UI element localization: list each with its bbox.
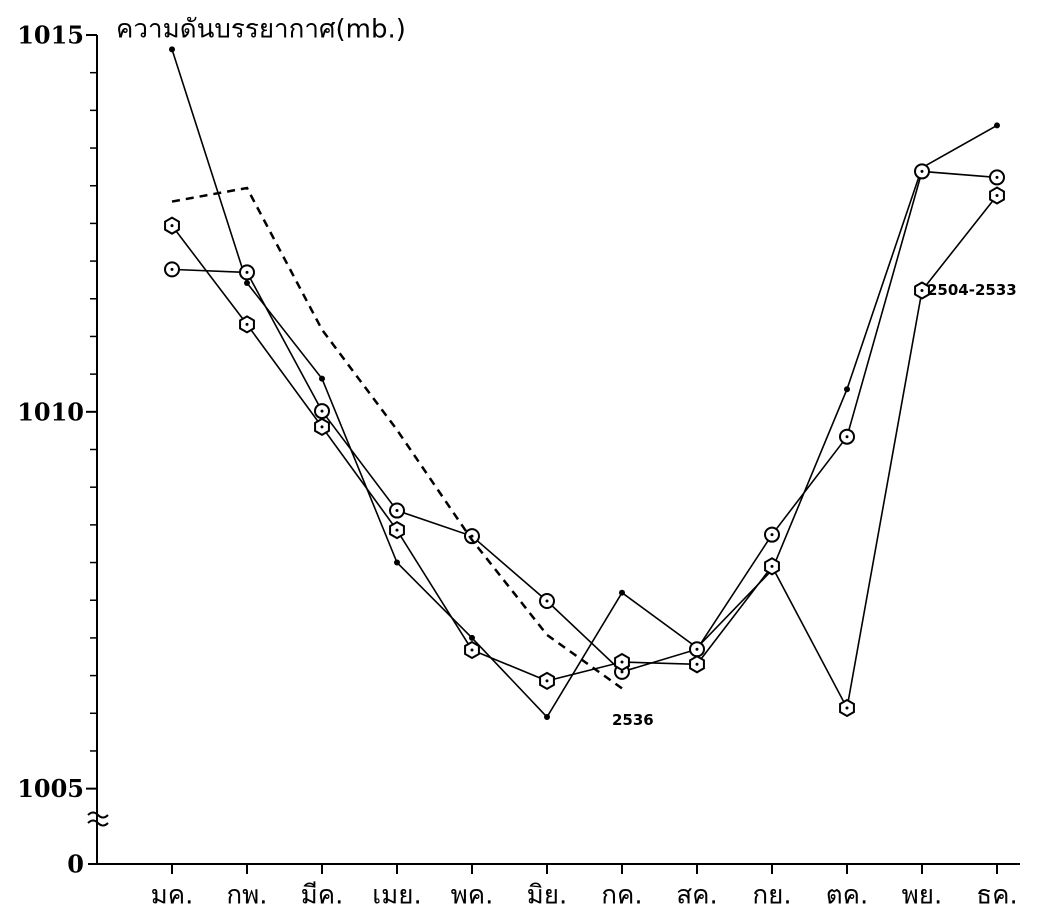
point-center	[845, 706, 849, 710]
point-center	[920, 288, 924, 292]
point-center	[320, 425, 324, 429]
point-center	[845, 435, 849, 439]
point	[244, 279, 250, 286]
point-center	[245, 270, 249, 274]
y-tick-label: 1015	[17, 21, 84, 50]
point	[469, 634, 475, 641]
x-tick-label: มค.	[151, 881, 194, 911]
y-tick-label: 1005	[17, 774, 84, 803]
point	[319, 375, 325, 382]
point-center	[545, 599, 549, 603]
x-tick-label: กค.	[601, 881, 642, 911]
x-tick-label: ตค.	[826, 881, 869, 911]
point-center	[770, 533, 774, 537]
y-axis-label: ความดันบรรยากาศ(mb.)	[116, 15, 406, 45]
x-tick-label: เมย.	[372, 881, 422, 911]
point-center	[395, 528, 399, 532]
x-tick-label: มิย.	[527, 881, 568, 911]
point-center	[395, 509, 399, 513]
x-tick-label: กย.	[752, 881, 791, 911]
point	[394, 559, 400, 566]
x-tick-label: สค.	[676, 881, 718, 911]
x-tick-label: พค.	[451, 881, 494, 911]
series-line	[171, 195, 998, 711]
x-tick-label: ธค.	[976, 881, 1018, 911]
point-center	[170, 267, 174, 271]
point-center	[620, 670, 624, 674]
y-break-tick-label: 0	[67, 850, 84, 879]
point-center	[320, 409, 324, 413]
series-label: 2504-2533	[927, 281, 1017, 299]
point	[169, 46, 175, 53]
point	[544, 714, 550, 721]
x-tick-label: มีค.	[301, 881, 344, 911]
axis-break	[87, 811, 109, 827]
x-tick-label: กพ.	[226, 881, 267, 911]
point	[619, 589, 625, 596]
point	[844, 386, 850, 393]
y-tick-label: 1010	[17, 397, 84, 426]
point-center	[695, 662, 699, 666]
point	[994, 122, 1000, 129]
point-center	[470, 648, 474, 652]
series-label: 2536	[612, 711, 654, 729]
series-line	[171, 170, 998, 673]
series-line	[171, 49, 998, 719]
point-center	[245, 322, 249, 326]
point-center	[995, 175, 999, 179]
point-center	[995, 194, 999, 198]
point-center	[545, 679, 549, 683]
point-center	[770, 564, 774, 568]
point-center	[620, 660, 624, 664]
x-tick-label: พย.	[902, 881, 943, 911]
point-center	[695, 647, 699, 651]
series-line	[171, 186, 623, 690]
point-center	[920, 169, 924, 173]
point-center	[170, 224, 174, 228]
